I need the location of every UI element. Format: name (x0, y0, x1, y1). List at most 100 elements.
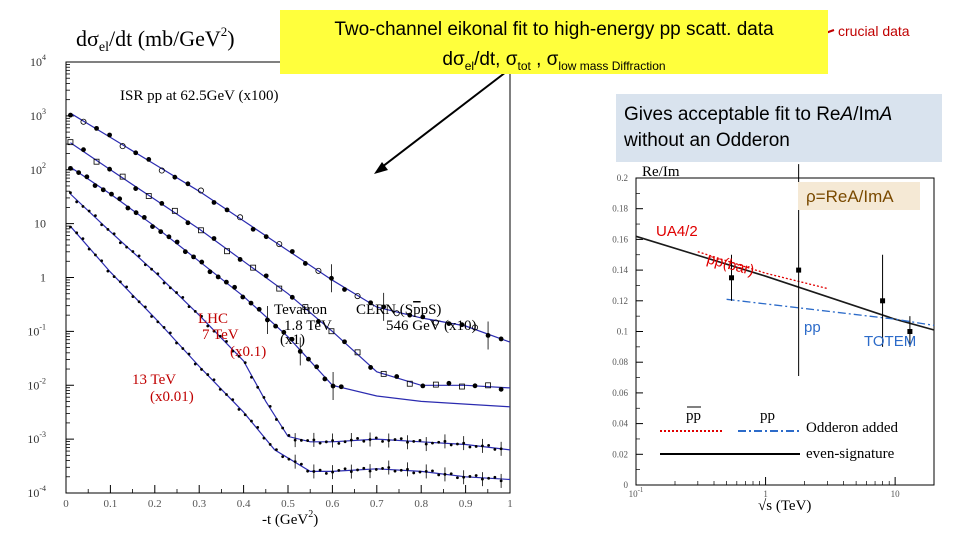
data-point (381, 467, 384, 470)
data-point (337, 441, 341, 445)
data-point (131, 250, 135, 253)
right-title: Re/Im (642, 164, 680, 180)
data-point (69, 225, 72, 229)
data-point (94, 125, 99, 131)
pointer-arrow-line (377, 71, 507, 171)
data-point (171, 207, 178, 214)
data-point (420, 314, 426, 320)
data-point (268, 443, 272, 446)
data-point (407, 312, 413, 318)
data-point (289, 336, 295, 342)
right-ytick-label: 0 (624, 480, 629, 490)
data-point (256, 425, 260, 429)
cern-label: CERN (SppS) (356, 302, 441, 318)
data-point (159, 201, 165, 206)
rho-point (907, 329, 913, 334)
data-point (81, 205, 85, 208)
data-point (125, 205, 131, 211)
data-point (146, 156, 152, 162)
data-point (281, 426, 285, 430)
data-point (393, 438, 397, 441)
data-point (299, 462, 303, 466)
data-point (93, 158, 100, 165)
data-point (302, 261, 308, 266)
data-point (191, 254, 196, 260)
data-point (84, 174, 90, 180)
data-point (107, 166, 112, 172)
data-point (106, 227, 110, 231)
data-point (68, 165, 73, 171)
fit-curve (70, 166, 511, 408)
data-point (368, 365, 374, 370)
data-point (287, 457, 291, 461)
data-point (437, 473, 441, 477)
data-point (185, 220, 191, 226)
right-ytick-label: 0.12 (612, 296, 628, 306)
left-plot-frame (65, 61, 511, 494)
left-ytick-label: 103 (30, 107, 46, 123)
data-point (156, 272, 160, 276)
data-point (187, 305, 191, 309)
data-point (250, 226, 256, 232)
data-point (94, 214, 97, 218)
data-point (412, 439, 416, 443)
data-point (232, 284, 237, 290)
data-point (250, 375, 253, 379)
pp-annotation: pp (804, 319, 821, 336)
data-point (225, 340, 228, 343)
data-point (211, 236, 217, 241)
data-point (459, 322, 465, 328)
data-point (368, 300, 374, 306)
data-point (431, 469, 434, 473)
data-point (432, 381, 439, 388)
data-point (356, 468, 359, 472)
data-point (231, 398, 235, 402)
data-point (145, 193, 152, 199)
left-ytick-label: 104 (30, 53, 46, 69)
data-point (100, 187, 106, 193)
data-point (143, 305, 147, 309)
data-point (337, 469, 341, 472)
data-point (420, 383, 426, 389)
data-point (356, 436, 359, 440)
odderon-callout-line1: Gives acceptable fit to ReA/ImA (624, 104, 893, 125)
data-point (67, 139, 74, 146)
data-point (393, 310, 400, 317)
data-point (107, 132, 112, 138)
legend-odderon: Odderon added (806, 420, 899, 436)
data-point (143, 263, 147, 267)
data-point (212, 329, 216, 333)
data-point (354, 349, 361, 356)
data-point (281, 455, 285, 459)
data-point (166, 234, 172, 240)
data-point (338, 384, 344, 390)
crucial-data-note: crucial data (838, 23, 910, 39)
data-point (314, 364, 320, 370)
data-point (287, 433, 291, 437)
data-point (381, 440, 384, 443)
left-xtick-label: 0.2 (148, 498, 162, 510)
data-point (215, 274, 221, 280)
data-point (485, 382, 491, 389)
data-point (76, 170, 82, 175)
data-point (362, 439, 366, 443)
data-point (343, 440, 347, 444)
data-point (276, 285, 283, 292)
data-point (472, 383, 478, 389)
data-point (256, 385, 260, 389)
data-point (117, 196, 123, 202)
legend-pp: pp (760, 408, 775, 424)
rho-label-box (798, 182, 920, 210)
data-point (181, 295, 185, 299)
fit-curve (70, 142, 511, 389)
left-ytick-label: 10-2 (27, 376, 46, 392)
data-point (273, 323, 279, 329)
data-point (399, 468, 403, 472)
data-point (81, 147, 86, 153)
rho-curve (635, 235, 935, 331)
data-point (68, 112, 73, 118)
data-point (343, 467, 347, 471)
